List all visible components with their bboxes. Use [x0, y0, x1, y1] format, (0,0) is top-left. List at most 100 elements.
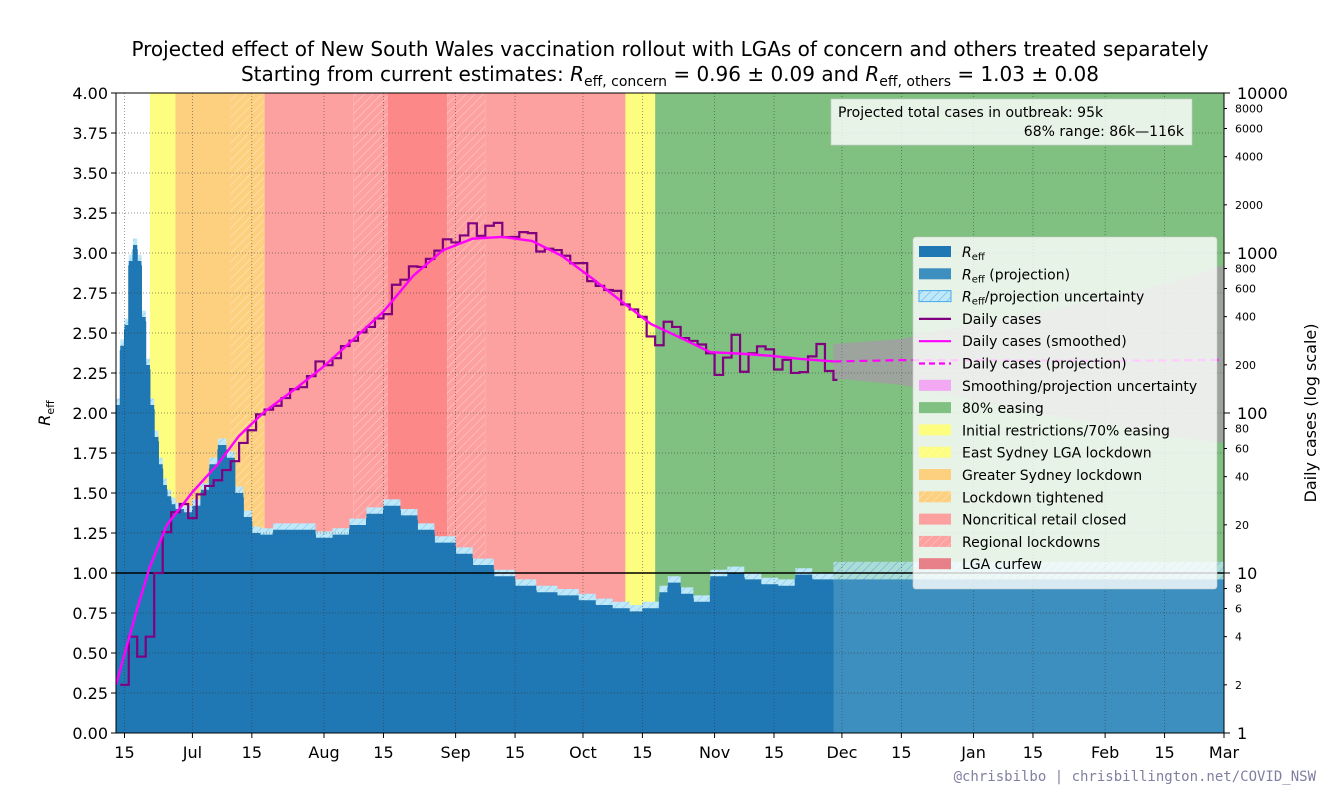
x-tick-label: Nov [699, 743, 730, 762]
y2-minor-tick-label: 6 [1235, 602, 1242, 615]
legend-label: Daily cases [962, 312, 1041, 328]
projection-total: Projected total cases in outbreak: 95k [838, 105, 1104, 121]
y-tick-label: 3.25 [72, 204, 108, 223]
legend-swatch [919, 424, 951, 436]
y2-minor-tick-label: 4 [1235, 631, 1242, 644]
legend-item-tightened: Lockdown tightened [919, 490, 1104, 506]
legend-item-cases_smooth: Daily cases (smoothed) [919, 334, 1127, 350]
legend-label: Reff/projection uncertainty [962, 290, 1144, 308]
legend-item-initial: Initial restrictions/70% easing [919, 423, 1170, 439]
legend-label: 80% easing [962, 401, 1044, 417]
legend-item-curfew: LGA curfew [919, 557, 1042, 573]
x-tick-label: Dec [826, 743, 857, 762]
chart-subtitle: Starting from current estimates: Reff, c… [241, 62, 1099, 90]
x-tick-label: Jan [960, 743, 986, 762]
legend-swatch-hatch [919, 446, 951, 458]
legend-item-cases: Daily cases [919, 312, 1041, 328]
y-tick-label: 3.75 [72, 124, 108, 143]
legend-item-easing80: 80% easing [919, 401, 1044, 417]
legend-swatch [919, 469, 951, 480]
legend-label: Greater Sydney lockdown [962, 468, 1142, 484]
x-tick-label: Feb [1091, 743, 1119, 762]
x-tick-label: 15 [632, 743, 652, 762]
y-tick-label: 2.00 [72, 404, 108, 423]
legend-swatch-hatch [919, 491, 951, 503]
legend-label: Reff (projection) [962, 267, 1070, 285]
x-tick-label: Sep [441, 743, 471, 762]
y-tick-label: 3.50 [72, 164, 108, 183]
y2-minor-tick-label: 60 [1235, 442, 1249, 455]
legend-item-regional: Regional lockdowns [919, 535, 1100, 551]
x-tick-label: 15 [505, 743, 525, 762]
daily-cases-smoothed-line [116, 235, 834, 686]
y2-minor-tick-label: 20 [1235, 519, 1249, 532]
x-tick-label: Oct [569, 743, 597, 762]
y2-major-tick-label: 10 [1237, 564, 1257, 583]
y2-minor-tick-label: 800 [1235, 263, 1256, 276]
y-tick-label: 0.00 [72, 724, 108, 743]
y-tick-label: 1.75 [72, 444, 108, 463]
legend-label: Regional lockdowns [962, 535, 1100, 551]
reff-area-core [116, 249, 834, 733]
legend-item-retail: Noncritical retail closed [919, 513, 1127, 529]
y2-major-tick-label: 1000 [1237, 244, 1278, 263]
y-tick-label: 0.75 [72, 604, 108, 623]
legend-swatch [919, 268, 951, 280]
legend-swatch [919, 513, 951, 525]
y2-minor-tick-label: 400 [1235, 311, 1256, 324]
legend-label: Initial restrictions/70% easing [962, 423, 1170, 439]
legend: Reff Reff (projection) Reff/projection unc… [912, 236, 1218, 590]
y-tick-label: 4.00 [72, 84, 108, 103]
y2-minor-tick-label: 8 [1235, 583, 1242, 596]
y2-minor-tick-label: 600 [1235, 282, 1256, 295]
y-tick-label: 0.25 [72, 684, 108, 703]
legend-item-east_sydney: East Sydney LGA lockdown [919, 446, 1152, 462]
y-tick-label: 1.00 [72, 564, 108, 583]
legend-swatch-hatch [919, 535, 951, 547]
x-tick-label: 15 [1154, 743, 1174, 762]
x-tick-label: 15 [1023, 743, 1043, 762]
y2-minor-tick-label: 6000 [1235, 122, 1263, 135]
x-tick-label: 15 [891, 743, 911, 762]
legend-item-reff_proj: Reff (projection) [919, 267, 1070, 285]
daily-cases-line [120, 221, 838, 686]
y-tick-label: 2.25 [72, 364, 108, 383]
y2-minor-tick-label: 4000 [1235, 151, 1263, 164]
chart-title: Projected effect of New South Wales vacc… [131, 37, 1208, 61]
y-tick-label: 2.50 [72, 324, 108, 343]
legend-item-cases_proj: Daily cases (projection) [919, 357, 1127, 373]
legend-label: Reff [962, 245, 986, 263]
projection-range: 68% range: 86k—116k [1024, 124, 1185, 140]
legend-swatch [919, 246, 951, 257]
legend-label: East Sydney LGA lockdown [962, 446, 1152, 462]
legend-item-reff_unc: Reff/projection uncertainty [918, 290, 1144, 308]
y-axis-label: Reff [35, 400, 57, 426]
y2-minor-tick-label: 2000 [1235, 199, 1263, 212]
x-tick-label: 15 [242, 743, 262, 762]
legend-item-reff: Reff [919, 245, 986, 263]
legend-item-smooth_unc: Smoothing/projection uncertainty [919, 379, 1197, 395]
y-tick-label: 3.00 [72, 244, 108, 263]
axes: 15 Jul 15 Aug 15 Sep 15 Oct 15 Nov 15 Dec 15 Jan 15 Feb… [72, 84, 1288, 762]
y2-minor-tick-label: 40 [1235, 471, 1249, 484]
legend-label: Daily cases (projection) [962, 357, 1127, 373]
y-tick-label: 1.25 [72, 524, 108, 543]
legend-label: LGA curfew [962, 557, 1042, 573]
y2-minor-tick-label: 8000 [1235, 103, 1263, 116]
y2-minor-tick-label: 2 [1235, 679, 1242, 692]
y2-major-tick-label: 1 [1237, 724, 1247, 743]
legend-swatch-hatch [919, 290, 951, 302]
y2-major-tick-label: 100 [1237, 404, 1268, 423]
credit-text: @chrisbilbo | chrisbillington.net/COVID_… [954, 769, 1317, 785]
y2-major-tick-label: 10000 [1237, 84, 1288, 103]
legend-swatch [919, 558, 951, 570]
x-tick-label: Mar [1209, 743, 1240, 762]
legend-label: Daily cases (smoothed) [962, 334, 1127, 350]
projection-box: Projected total cases in outbreak: 95k 6… [830, 98, 1193, 146]
x-tick-label: 15 [764, 743, 784, 762]
legend-label: Lockdown tightened [962, 490, 1104, 506]
x-tick-label: 15 [373, 743, 393, 762]
x-tick-label: Jul [182, 743, 202, 762]
y-tick-label: 0.50 [72, 644, 108, 663]
